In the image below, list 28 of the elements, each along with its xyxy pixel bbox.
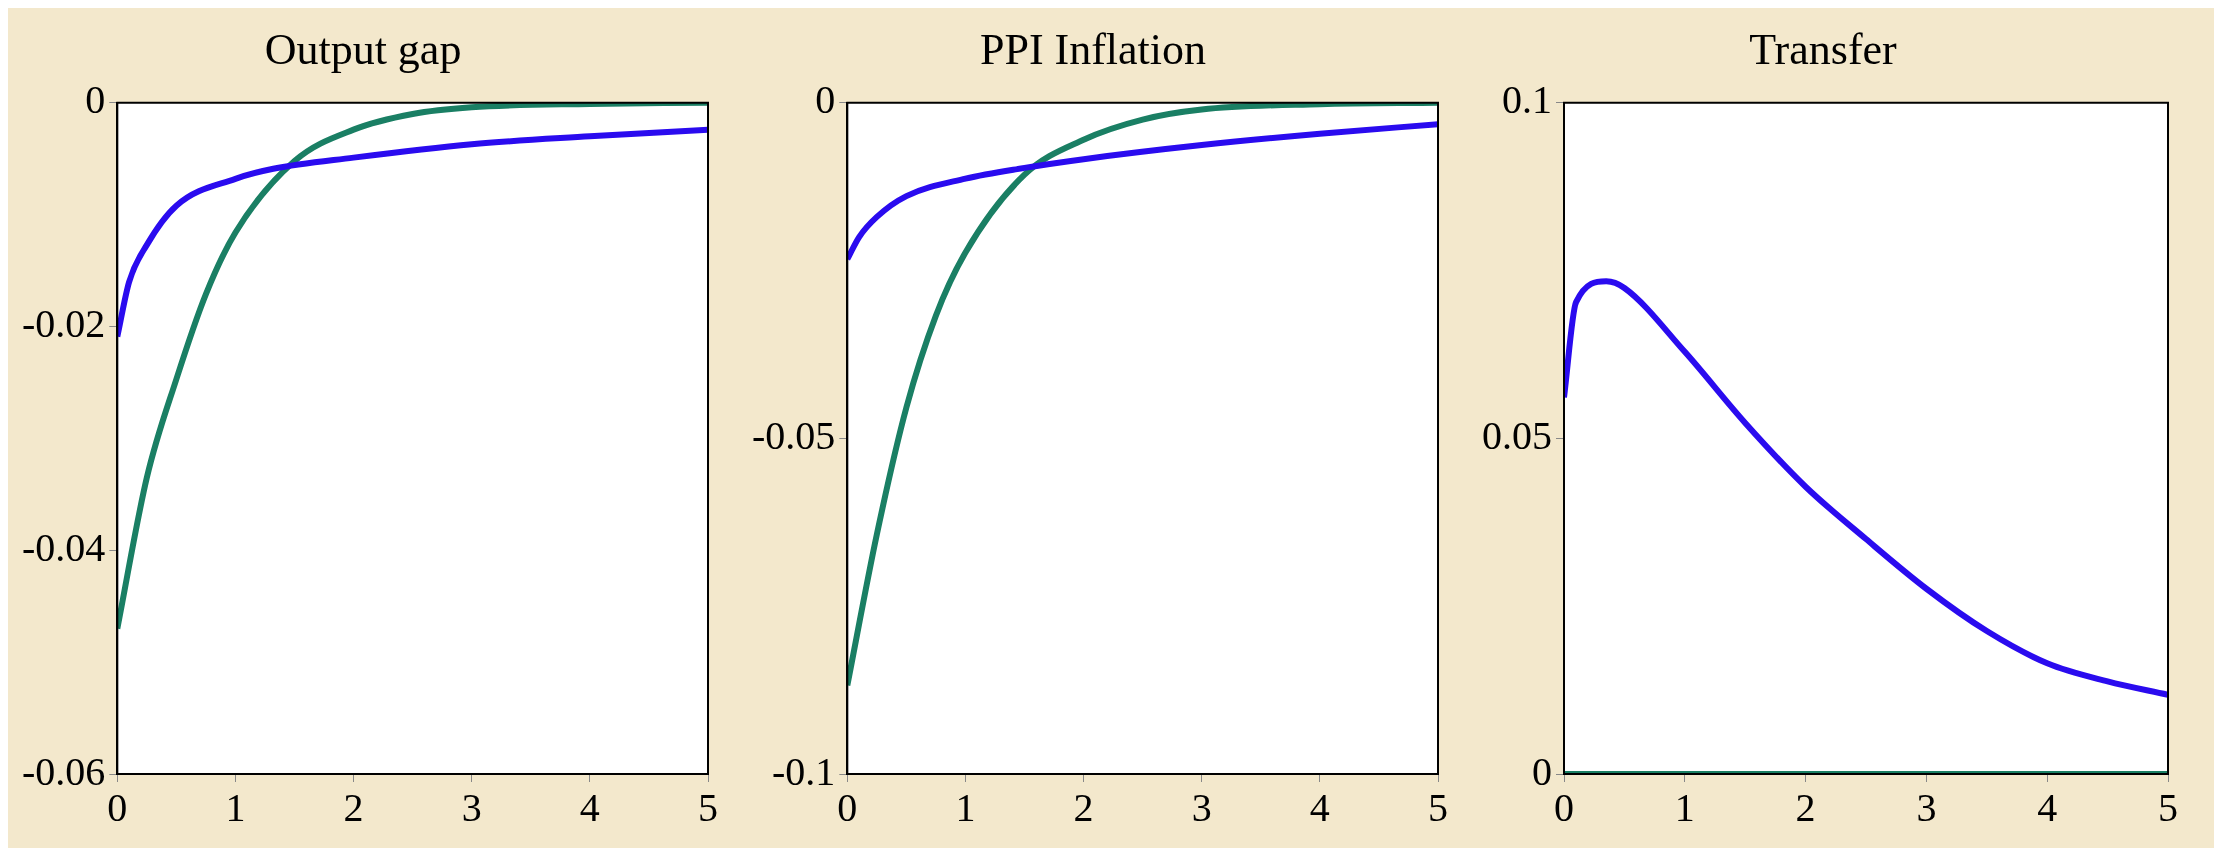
x-tick-label: 5	[2158, 784, 2178, 830]
x-tick-label: 3	[1916, 784, 1937, 830]
x-tick-label: 3	[1191, 784, 1212, 830]
x-tick-label: 4	[579, 784, 600, 830]
x-tick-label: 2	[343, 784, 364, 830]
y-tick-label: 0.05	[1482, 412, 1552, 458]
y-tick-label: -0.02	[21, 301, 106, 347]
chart-title: PPI Inflation	[979, 24, 1207, 74]
x-tick-label: 1	[225, 784, 246, 830]
y-tick-label: -0.1	[771, 748, 836, 794]
x-tick-label: 4	[1309, 784, 1330, 830]
x-tick-label: 5	[698, 784, 718, 830]
x-tick-label: 3	[461, 784, 482, 830]
x-tick-label: 2	[1795, 784, 1816, 830]
y-tick-label: 0	[1532, 748, 1552, 794]
chart-title: Transfer	[1749, 24, 1898, 74]
x-tick-label: 1	[1674, 784, 1695, 830]
y-tick-label: 0	[815, 77, 836, 123]
x-tick-label: 5	[1428, 784, 1448, 830]
y-tick-label: 0	[85, 77, 106, 123]
y-tick-label: -0.06	[21, 748, 106, 794]
chart-title: Output gap	[264, 24, 462, 74]
x-tick-label: 2	[1073, 784, 1094, 830]
x-tick-label: 4	[2037, 784, 2058, 830]
y-tick-label: 0.1	[1502, 77, 1552, 123]
x-tick-label: 1	[955, 784, 976, 830]
y-tick-label: -0.04	[21, 524, 106, 570]
y-tick-label: -0.05	[751, 412, 836, 458]
